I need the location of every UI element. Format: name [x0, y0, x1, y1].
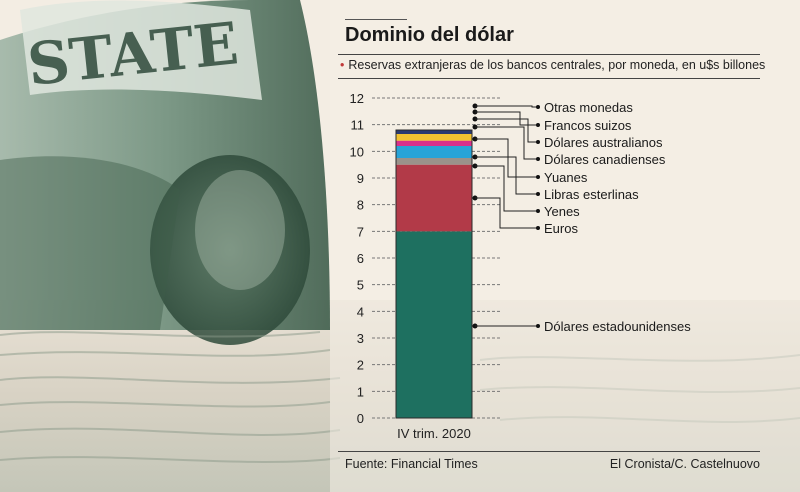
callout-end-dot — [536, 192, 540, 196]
callout-end-dot — [536, 226, 540, 230]
footer-source: Fuente: Financial Times — [345, 457, 478, 471]
footer-divider — [338, 451, 760, 452]
y-tick-label: 8 — [357, 198, 364, 213]
callout-end-dot — [536, 140, 540, 144]
legend-label: Dólares estadounidenses — [544, 319, 691, 334]
y-tick-label: 12 — [350, 91, 364, 106]
y-tick-label: 0 — [357, 411, 364, 426]
legend-label: Euros — [544, 221, 578, 236]
chart-subtitle: • Reservas extranjeras de los bancos cent… — [340, 58, 765, 72]
chart-title: Dominio del dólar — [345, 24, 514, 46]
legend-label: Francos suizos — [544, 118, 632, 133]
bullet-icon: • — [340, 58, 345, 72]
title-divider — [338, 54, 760, 55]
callout-end-dot — [536, 324, 540, 328]
callout-line — [475, 165, 538, 212]
y-tick-label: 10 — [350, 144, 364, 159]
footer-credit: El Cronista/C. Castelnuovo — [609, 457, 760, 471]
y-tick-label: 9 — [357, 171, 364, 186]
legend-label: Yenes — [544, 204, 580, 219]
callout-line — [475, 197, 538, 229]
title-rule — [345, 19, 407, 20]
callout-line — [475, 138, 538, 178]
bar-segment — [396, 164, 472, 232]
y-tick-label: 7 — [357, 224, 364, 239]
y-tick-label: 2 — [357, 358, 364, 373]
callout-end-dot — [536, 209, 540, 213]
legend-label: Dólares canadienses — [544, 152, 666, 167]
bar-segment — [396, 140, 472, 146]
y-tick-label: 11 — [351, 118, 365, 133]
y-tick-label: 3 — [357, 331, 364, 346]
callout-end-dot — [536, 157, 540, 161]
bar-segment — [396, 146, 472, 158]
subtitle-divider — [338, 78, 760, 79]
legend-label: Libras esterlinas — [544, 187, 639, 202]
y-tick-label: 4 — [357, 304, 364, 319]
bar-outline — [395, 129, 473, 419]
callout-line — [475, 118, 538, 143]
callout-line — [475, 105, 538, 108]
legend-label: Yuanes — [544, 170, 588, 185]
bar-segment — [396, 231, 472, 418]
legend-label: Dólares australianos — [544, 135, 663, 150]
callout-end-dot — [536, 123, 540, 127]
y-tick-label: 1 — [357, 384, 364, 399]
callout-end-dot — [536, 105, 540, 109]
callout-line — [475, 156, 538, 195]
bar-segment — [396, 158, 472, 165]
y-tick-label: 6 — [357, 251, 364, 266]
callout-end-dot — [536, 175, 540, 179]
bar-segment — [396, 130, 472, 134]
bar-segment — [396, 134, 472, 141]
legend-label: Otras monedas — [544, 100, 633, 115]
subtitle-text: Reservas extranjeras de los bancos centr… — [348, 58, 766, 72]
y-tick-label: 5 — [357, 278, 364, 293]
x-category-label: IV trim. 2020 — [397, 426, 471, 441]
callout-line — [475, 126, 538, 160]
